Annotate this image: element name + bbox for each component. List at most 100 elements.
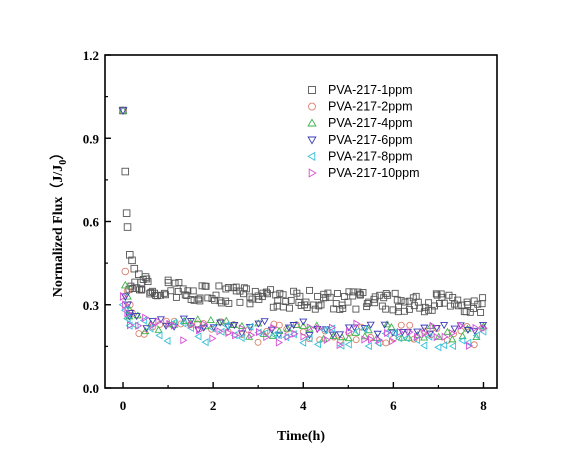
data-point bbox=[345, 288, 353, 296]
data-point bbox=[269, 303, 277, 311]
data-point bbox=[448, 329, 457, 338]
data-point bbox=[448, 335, 457, 343]
data-point bbox=[202, 282, 210, 290]
data-point bbox=[457, 321, 465, 331]
data-point bbox=[259, 289, 267, 297]
legend-item: PVA-217-6ppm bbox=[307, 133, 413, 147]
data-point bbox=[141, 273, 150, 281]
data-point bbox=[119, 292, 128, 301]
data-point bbox=[193, 315, 202, 323]
data-point bbox=[299, 321, 308, 330]
x-tick-label: 8 bbox=[480, 398, 487, 413]
data-point bbox=[256, 328, 264, 337]
data-point bbox=[188, 320, 196, 329]
data-point bbox=[157, 291, 165, 299]
data-point bbox=[352, 336, 360, 344]
data-point bbox=[477, 309, 485, 316]
data-point bbox=[163, 336, 171, 345]
y-axis-title-main: Normalized Flux（J/J bbox=[50, 165, 66, 298]
data-point bbox=[466, 341, 474, 350]
data-point bbox=[458, 336, 466, 345]
data-point bbox=[351, 328, 360, 336]
data-point bbox=[260, 318, 269, 326]
data-markers bbox=[118, 105, 488, 352]
data-point bbox=[446, 302, 454, 310]
data-point bbox=[381, 329, 389, 338]
data-point bbox=[299, 338, 307, 347]
data-point bbox=[326, 293, 334, 301]
data-point bbox=[126, 301, 134, 309]
data-point bbox=[263, 332, 271, 342]
data-point bbox=[232, 287, 240, 295]
data-point bbox=[237, 330, 246, 338]
data-point bbox=[225, 300, 233, 307]
data-point bbox=[464, 338, 472, 347]
data-point bbox=[350, 324, 359, 332]
data-point bbox=[410, 302, 418, 310]
data-point bbox=[316, 336, 324, 344]
data-point bbox=[166, 319, 174, 328]
data-point bbox=[135, 321, 143, 330]
data-point bbox=[313, 340, 322, 349]
data-point bbox=[155, 331, 163, 340]
data-point bbox=[339, 304, 347, 312]
data-point bbox=[321, 326, 330, 334]
data-point bbox=[194, 295, 202, 303]
data-point bbox=[368, 335, 376, 344]
data-point bbox=[421, 329, 429, 338]
data-point bbox=[122, 300, 130, 310]
data-point bbox=[462, 308, 470, 316]
data-point bbox=[139, 276, 147, 283]
data-point bbox=[131, 321, 139, 330]
data-point bbox=[389, 328, 398, 338]
data-point bbox=[400, 307, 408, 315]
data-point bbox=[302, 298, 310, 306]
data-point bbox=[140, 330, 148, 338]
data-point bbox=[222, 321, 230, 330]
data-point bbox=[118, 105, 128, 114]
data-point bbox=[216, 319, 225, 327]
data-point bbox=[406, 321, 414, 329]
data-point bbox=[434, 343, 442, 352]
data-point bbox=[463, 326, 473, 334]
x-tick-label: 0 bbox=[120, 398, 127, 413]
data-point bbox=[174, 287, 182, 295]
data-point bbox=[146, 289, 154, 298]
data-point bbox=[349, 292, 357, 300]
data-point bbox=[175, 279, 183, 286]
data-point bbox=[328, 323, 337, 332]
data-point bbox=[420, 341, 428, 350]
data-point bbox=[416, 304, 424, 312]
data-point bbox=[352, 327, 361, 336]
data-point bbox=[122, 209, 131, 217]
data-point bbox=[267, 286, 275, 294]
legend-item: PVA-217-4ppm bbox=[307, 116, 413, 130]
data-point bbox=[391, 289, 399, 297]
data-point bbox=[397, 321, 405, 329]
data-point bbox=[274, 297, 282, 304]
data-point bbox=[397, 297, 405, 305]
data-point bbox=[216, 297, 224, 305]
data-point bbox=[366, 321, 375, 329]
data-point bbox=[474, 300, 482, 308]
data-point bbox=[179, 315, 188, 323]
data-point bbox=[472, 323, 480, 332]
data-point bbox=[412, 335, 420, 345]
legend-marker bbox=[307, 151, 316, 162]
data-point bbox=[284, 332, 292, 341]
data-point bbox=[334, 290, 341, 297]
data-point bbox=[286, 304, 293, 312]
data-point bbox=[274, 331, 284, 339]
y-tick-label: 0.9 bbox=[83, 131, 100, 146]
data-point bbox=[395, 303, 402, 311]
data-point bbox=[245, 332, 254, 340]
data-point bbox=[274, 331, 282, 340]
data-point bbox=[214, 318, 223, 326]
data-point bbox=[402, 334, 410, 343]
series-PVA-217-2ppm bbox=[119, 106, 486, 349]
data-point bbox=[404, 333, 413, 341]
data-point bbox=[208, 324, 216, 333]
data-point bbox=[384, 328, 392, 338]
data-point bbox=[420, 333, 429, 341]
data-point bbox=[217, 299, 225, 307]
